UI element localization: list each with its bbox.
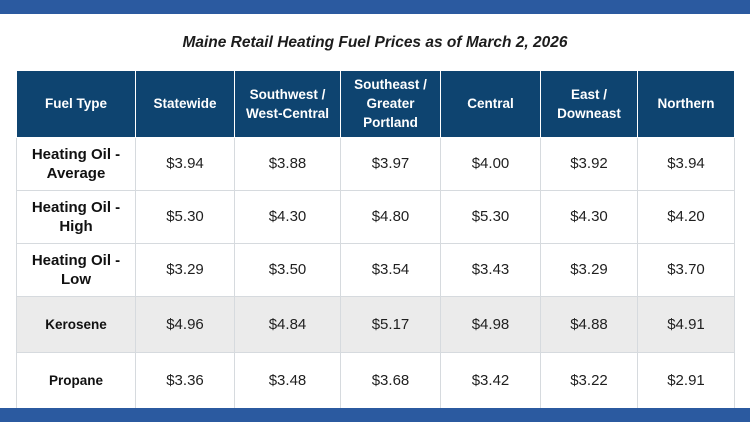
price-cell: $4.00 xyxy=(440,136,541,191)
price-cell: $3.97 xyxy=(340,136,441,191)
column-header: Central xyxy=(440,71,541,138)
price-cell: $4.30 xyxy=(234,189,341,244)
price-cell: $5.30 xyxy=(135,189,235,244)
price-cell: $3.94 xyxy=(637,136,735,191)
table-row: Heating Oil - High $5.30 $4.30 $4.80 $5.… xyxy=(16,189,735,244)
price-cell: $4.98 xyxy=(440,295,541,353)
price-cell: $3.48 xyxy=(234,351,341,409)
price-cell: $4.96 xyxy=(135,295,235,353)
price-cell: $3.92 xyxy=(540,136,638,191)
table-title: Maine Retail Heating Fuel Prices as of M… xyxy=(182,34,568,51)
price-cell: $3.88 xyxy=(234,136,341,191)
fuel-type-cell: Heating Oil - Low xyxy=(16,242,136,297)
price-cell: $3.29 xyxy=(135,242,235,297)
column-header: Fuel Type xyxy=(16,71,136,138)
price-cell: $4.91 xyxy=(637,295,735,353)
price-cell: $3.22 xyxy=(540,351,638,409)
bottom-banner-bar xyxy=(0,408,750,422)
price-cell: $4.80 xyxy=(340,189,441,244)
price-cell: $2.91 xyxy=(637,351,735,409)
column-header: Southeast / Greater Portland xyxy=(340,71,441,138)
price-cell: $3.43 xyxy=(440,242,541,297)
price-cell: $3.29 xyxy=(540,242,638,297)
price-cell: $3.70 xyxy=(637,242,735,297)
fuel-type-cell: Kerosene xyxy=(16,295,136,353)
fuel-type-cell: Heating Oil - Average xyxy=(16,136,136,191)
fuel-type-cell: Heating Oil - High xyxy=(16,189,136,244)
price-cell: $4.20 xyxy=(637,189,735,244)
price-cell: $3.36 xyxy=(135,351,235,409)
table-row: Kerosene $4.96 $4.84 $5.17 $4.98 $4.88 $… xyxy=(16,295,735,353)
price-cell: $4.30 xyxy=(540,189,638,244)
column-header: East / Downeast xyxy=(540,71,638,138)
table-row: Heating Oil - Average $3.94 $3.88 $3.97 … xyxy=(16,136,735,191)
fuel-price-table: Fuel Type Statewide Southwest / West-Cen… xyxy=(16,71,735,409)
column-header: Northern xyxy=(637,71,735,138)
price-cell: $4.84 xyxy=(234,295,341,353)
price-cell: $3.42 xyxy=(440,351,541,409)
header-row: Fuel Type Statewide Southwest / West-Cen… xyxy=(16,71,735,138)
price-cell: $3.50 xyxy=(234,242,341,297)
price-cell: $3.94 xyxy=(135,136,235,191)
price-cell: $5.17 xyxy=(340,295,441,353)
fuel-type-cell: Propane xyxy=(16,351,136,409)
price-cell: $5.30 xyxy=(440,189,541,244)
column-header: Southwest / West-Central xyxy=(234,71,341,138)
price-cell: $3.54 xyxy=(340,242,441,297)
column-header: Statewide xyxy=(135,71,235,138)
table-row: Heating Oil - Low $3.29 $3.50 $3.54 $3.4… xyxy=(16,242,735,297)
price-cell: $3.68 xyxy=(340,351,441,409)
table-row: Propane $3.36 $3.48 $3.68 $3.42 $3.22 $2… xyxy=(16,351,735,409)
top-banner-bar xyxy=(0,0,750,14)
price-cell: $4.88 xyxy=(540,295,638,353)
